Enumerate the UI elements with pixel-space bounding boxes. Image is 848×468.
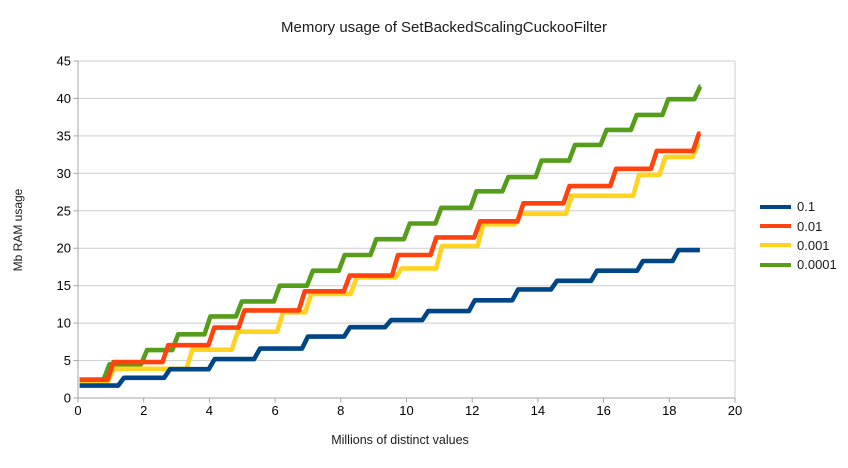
legend-swatch bbox=[760, 243, 791, 248]
y-tick-label-5: 5 bbox=[64, 353, 71, 368]
legend-item-0.001: 0.001 bbox=[760, 236, 837, 255]
y-tick-label-20: 20 bbox=[57, 241, 71, 256]
legend-item-0.0001: 0.0001 bbox=[760, 255, 837, 274]
legend-label: 0.001 bbox=[797, 237, 830, 253]
x-tick-label-20: 20 bbox=[728, 403, 742, 418]
x-tick-label-12: 12 bbox=[465, 403, 479, 418]
x-tick-label-6: 6 bbox=[271, 403, 278, 418]
x-tick-label-0: 0 bbox=[74, 403, 81, 418]
legend-label: 0.0001 bbox=[797, 257, 837, 273]
legend-item-0.1: 0.1 bbox=[760, 197, 837, 216]
x-tick-label-18: 18 bbox=[662, 403, 676, 418]
x-axis-title: Millions of distinct values bbox=[331, 433, 469, 447]
x-tick-label-2: 2 bbox=[140, 403, 147, 418]
y-tick-label-25: 25 bbox=[57, 203, 71, 218]
chart-title: Memory usage of SetBackedScalingCuckooFi… bbox=[281, 19, 607, 36]
series-line-0.1 bbox=[79, 247, 700, 388]
legend-label: 0.1 bbox=[797, 199, 816, 215]
y-tick-label-40: 40 bbox=[57, 91, 71, 106]
x-tick-label-16: 16 bbox=[596, 403, 610, 418]
legend-label: 0.01 bbox=[797, 218, 823, 234]
x-tick-label-14: 14 bbox=[531, 403, 545, 418]
legend-swatch bbox=[760, 204, 791, 209]
legend-item-0.01: 0.01 bbox=[760, 216, 837, 235]
series-line-0.01 bbox=[79, 131, 702, 382]
y-tick-label-35: 35 bbox=[57, 128, 71, 143]
y-tick-label-15: 15 bbox=[57, 278, 71, 293]
legend: 0.1 0.01 0.001 0.0001 bbox=[760, 197, 837, 275]
series-line-0.001 bbox=[79, 141, 701, 384]
legend-swatch bbox=[760, 224, 791, 229]
y-tick-label-30: 30 bbox=[57, 166, 71, 181]
y-tick-label-0: 0 bbox=[64, 391, 71, 406]
x-tick-label-10: 10 bbox=[399, 403, 413, 418]
series-line-0.0001 bbox=[79, 84, 703, 382]
x-tick-label-4: 4 bbox=[206, 403, 213, 418]
y-axis-title: Mb RAM usage bbox=[11, 188, 25, 272]
x-tick-label-8: 8 bbox=[337, 403, 344, 418]
y-tick-label-10: 10 bbox=[57, 316, 71, 331]
legend-swatch bbox=[760, 262, 791, 267]
y-tick-label-45: 45 bbox=[57, 54, 71, 69]
